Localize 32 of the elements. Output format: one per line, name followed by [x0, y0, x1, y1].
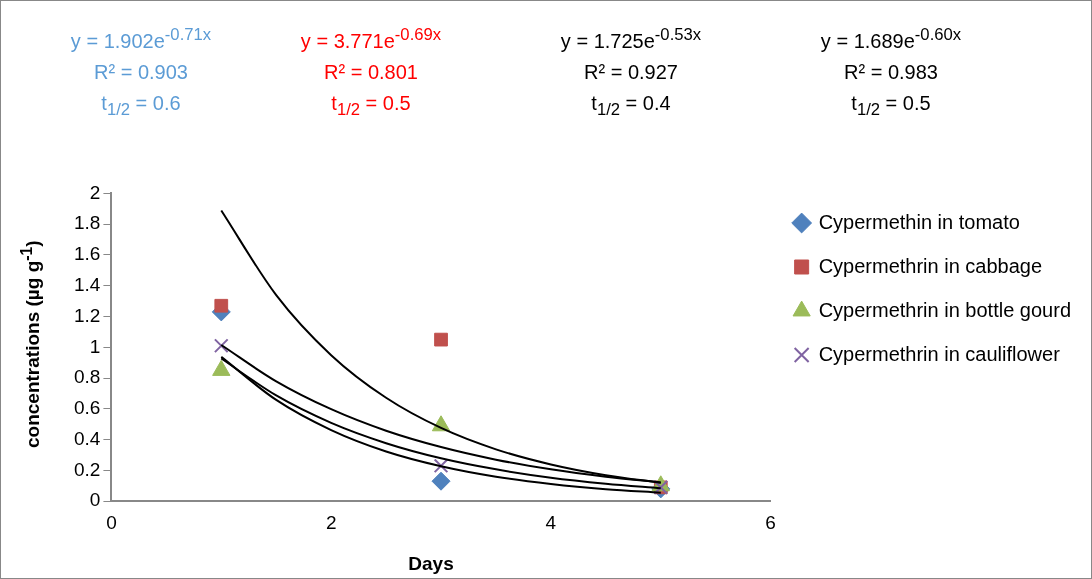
y-tick-label: 0.2 — [73, 458, 101, 480]
x-axis-title: Days — [407, 553, 455, 575]
legend-label: Cypermethrin in cauliflower — [818, 342, 1061, 365]
y-tick-label: 0 — [89, 489, 101, 511]
x-tick-label: 6 — [765, 511, 776, 533]
x-tick-label: 0 — [106, 511, 117, 533]
y-tick-label: 0.6 — [73, 397, 101, 419]
text: R² = 0.983 — [843, 59, 939, 85]
text: R² = 0.801 — [323, 59, 419, 85]
text: t$_{1/2}$ = 0.5 — [330, 90, 412, 121]
text: t$_{1/2}$ = 0.5 — [850, 90, 932, 121]
text: y = 1.902e$^{-0.71x}$ — [69, 24, 213, 54]
y-tick-label: 0.8 — [73, 366, 101, 388]
y-tick-label: 1.2 — [73, 304, 101, 326]
x-tick-label: 4 — [545, 511, 557, 533]
y-tick-label: 1.8 — [73, 212, 101, 234]
y-tick-label: 2 — [89, 181, 101, 203]
text: y = 1.689e$^{-0.60x}$ — [819, 24, 963, 54]
text: R² = 0.903 — [93, 59, 189, 85]
text: y = 3.771e$^{-0.69x}$ — [299, 24, 443, 54]
y-tick-label: 1.4 — [73, 273, 101, 295]
text: t$_{1/2}$ = 0.6 — [100, 90, 182, 121]
text: y = 1.725e$^{-0.53x}$ — [559, 24, 703, 54]
y-tick-label: 0.4 — [73, 427, 101, 449]
y-tick-label: 1 — [89, 335, 101, 357]
text: t$_{1/2}$ = 0.4 — [590, 90, 672, 121]
y-tick-label: 1.6 — [73, 243, 101, 265]
legend-label: Cypermethin in tomato — [818, 210, 1020, 233]
x-tick-label: 2 — [325, 511, 337, 533]
legend-label: Cypermethrin in bottle gourd — [818, 298, 1072, 321]
legend-label: Cypermethrin in cabbage — [818, 254, 1043, 277]
text: R² = 0.927 — [583, 59, 679, 85]
